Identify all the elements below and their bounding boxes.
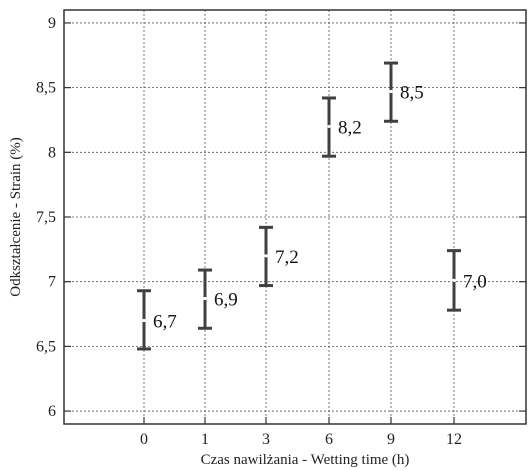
mean-point <box>264 254 268 258</box>
y-tick-label: 7 <box>48 274 56 291</box>
data-label: 6,9 <box>214 290 238 311</box>
error-bar: 8,2 <box>322 96 362 158</box>
error-bar: 7,0 <box>447 249 487 312</box>
data-label: 8,2 <box>338 117 362 138</box>
y-tick-label: 6 <box>48 403 56 420</box>
mean-point <box>327 124 331 129</box>
mean-point <box>142 318 146 323</box>
grid-lines <box>64 10 526 424</box>
y-tick-label: 7,5 <box>36 209 56 226</box>
data-label: 8,5 <box>400 83 424 104</box>
y-ticks: 6 6,5 7 7,5 8 8,5 9 <box>36 15 526 420</box>
data-label: 7,0 <box>463 271 487 292</box>
x-tick-label: 0 <box>140 431 148 448</box>
y-tick-label: 8,5 <box>36 80 56 97</box>
mean-point <box>452 278 456 282</box>
x-tick-label: 12 <box>446 431 462 448</box>
y-axis-title: Odkształcenie - Strain (%) <box>8 137 24 297</box>
y-tick-label: 9 <box>48 15 56 32</box>
mean-point <box>389 89 393 94</box>
mean-point <box>203 296 207 301</box>
data-label: 7,2 <box>275 247 299 268</box>
x-tick-label: 1 <box>201 431 209 448</box>
error-bar: 6,9 <box>198 268 238 330</box>
x-tick-label: 3 <box>262 431 270 448</box>
x-tick-label: 6 <box>325 431 333 448</box>
data-label: 6,7 <box>153 312 177 333</box>
error-bar: 8,5 <box>384 61 424 123</box>
error-bar: 6,7 <box>137 289 177 351</box>
error-bar: 7,2 <box>259 225 299 288</box>
x-ticks: 0 1 3 6 9 12 <box>140 417 462 448</box>
x-tick-label: 9 <box>387 431 395 448</box>
y-tick-label: 6,5 <box>36 338 56 355</box>
y-tick-label: 8 <box>48 144 56 161</box>
x-axis-title: Czas nawilżania - Wetting time (h) <box>201 452 410 468</box>
error-bars: 6,7 6,9 7,2 8,2 8,5 7,0 <box>137 61 487 351</box>
